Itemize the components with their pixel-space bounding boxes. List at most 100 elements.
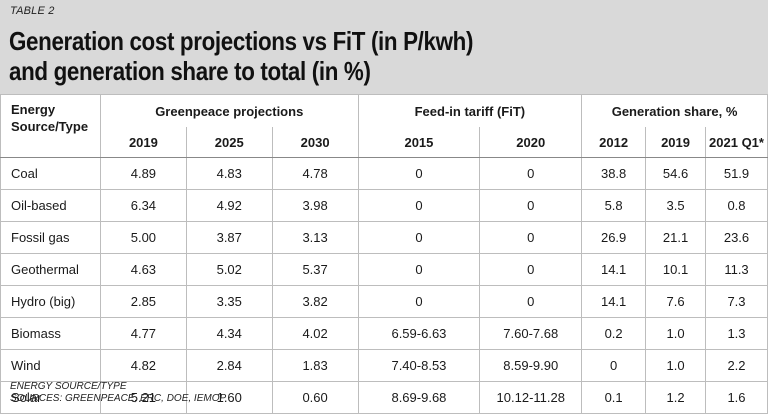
table-cell: 3.98 xyxy=(271,189,359,222)
table-cell: 2.2 xyxy=(705,349,768,382)
table-cell: 1.0 xyxy=(645,349,706,382)
table-title: Generation cost projections vs FiT (in P… xyxy=(9,26,473,86)
table-row: Oil-based 6.34 4.92 3.98 0 0 5.8 3.5 0.8 xyxy=(0,189,768,222)
row-energy-source: Oil-based xyxy=(0,189,101,222)
year-header: 2020 xyxy=(479,127,583,158)
table-cell: 3.35 xyxy=(185,285,273,318)
table-row: Wind 4.82 2.84 1.83 7.40-8.53 8.59-9.90 0 1.0 2.… xyxy=(0,349,768,382)
table-cell: 3.13 xyxy=(271,221,359,254)
table-label: TABLE 2 xyxy=(10,5,55,17)
table-cell: 0.1 xyxy=(581,381,647,414)
table-cell: 0 xyxy=(357,285,481,318)
table-cell: 3.82 xyxy=(271,285,359,318)
table-row: Fossil gas 5.00 3.87 3.13 0 0 26.9 21.1 23.6 xyxy=(0,221,768,254)
table-cell: 3.5 xyxy=(645,189,706,222)
year-header: 2019 xyxy=(99,127,187,158)
row-energy-source: Biomass xyxy=(0,317,101,350)
table-cell: 8.59-9.90 xyxy=(479,349,583,382)
table-cell: 11.3 xyxy=(705,253,768,286)
table-cell: 4.63 xyxy=(99,253,187,286)
table-row: Coal 4.89 4.83 4.78 0 0 38.8 54.6 51.9 xyxy=(0,157,768,190)
table-cell: 23.6 xyxy=(705,221,768,254)
table-cell: 26.9 xyxy=(581,221,647,254)
footnote-line-2: SOURCES: GREENPEACE, ERC, DOE, IEMOP xyxy=(10,393,227,404)
table-cell: 3.87 xyxy=(185,221,273,254)
table-cell: 0 xyxy=(479,189,583,222)
table-cell: 14.1 xyxy=(581,285,647,318)
table-cell: 0.60 xyxy=(271,381,359,414)
data-table: Energy Source/Type Greenpeace projection… xyxy=(0,94,768,414)
year-header: 2030 xyxy=(271,127,359,158)
table-cell: 6.34 xyxy=(99,189,187,222)
table-cell: 14.1 xyxy=(581,253,647,286)
table-cell: 7.60-7.68 xyxy=(479,317,583,350)
year-header: 2025 xyxy=(185,127,273,158)
table-cell: 1.3 xyxy=(705,317,768,350)
table-cell: 0.8 xyxy=(705,189,768,222)
group-header-generation-share: Generation share, % xyxy=(581,94,768,127)
table-cell: 4.82 xyxy=(99,349,187,382)
table-cell: 0 xyxy=(479,285,583,318)
table-cell: 7.6 xyxy=(645,285,706,318)
year-header: 2015 xyxy=(357,127,481,158)
table-cell: 1.2 xyxy=(645,381,706,414)
table-cell: 0 xyxy=(479,157,583,190)
table-cell: 4.34 xyxy=(185,317,273,350)
row-energy-source: Hydro (big) xyxy=(0,285,101,318)
year-header: 2021 Q1* xyxy=(705,127,768,158)
year-header: 2012 xyxy=(581,127,647,158)
table-cell: 7.3 xyxy=(705,285,768,318)
title-line-2: and generation share to total (in %) xyxy=(9,56,371,86)
table-cell: 4.77 xyxy=(99,317,187,350)
table-row: Solar 5.21 1.60 0.60 8.69-9.68 10.12-11.28 0.1… xyxy=(0,381,768,414)
table-cell: 4.78 xyxy=(271,157,359,190)
table-cell: 0.2 xyxy=(581,317,647,350)
table-cell: 54.6 xyxy=(645,157,706,190)
title-banner: TABLE 2 Generation cost projections vs F… xyxy=(0,0,768,94)
table-cell: 4.02 xyxy=(271,317,359,350)
table-cell: 4.89 xyxy=(99,157,187,190)
table-cell: 1.6 xyxy=(705,381,768,414)
table-cell: 0 xyxy=(357,157,481,190)
table-cell: 6.59-6.63 xyxy=(357,317,481,350)
table-cell: 5.37 xyxy=(271,253,359,286)
table-cell: 5.02 xyxy=(185,253,273,286)
table-body: Coal 4.89 4.83 4.78 0 0 38.8 54.6 51.9 Oil-based 6… xyxy=(0,157,768,414)
table-cell: 5.8 xyxy=(581,189,647,222)
table-cell: 38.8 xyxy=(581,157,647,190)
table-cell: 2.85 xyxy=(99,285,187,318)
table-cell: 1.60 xyxy=(185,381,273,414)
footnote-line-1: ENERGY SOURCE/TYPE xyxy=(10,381,127,392)
title-line-1: Generation cost projections vs FiT (in P… xyxy=(9,26,474,56)
source-header-line-2: Source/Type xyxy=(11,119,89,134)
table-cell: 21.1 xyxy=(645,221,706,254)
group-header-fit: Feed-in tariff (FiT) xyxy=(357,94,583,127)
table-cell: 0 xyxy=(479,253,583,286)
table-row: Hydro (big) 2.85 3.35 3.82 0 0 14.1 7.6 7.3 xyxy=(0,285,768,318)
table-cell: 4.83 xyxy=(185,157,273,190)
table-cell: 0 xyxy=(357,221,481,254)
table-row: Biomass 4.77 4.34 4.02 6.59-6.63 7.60-7.68 0.2… xyxy=(0,317,768,350)
table-cell: 1.83 xyxy=(271,349,359,382)
table-cell: 51.9 xyxy=(705,157,768,190)
table-cell: 10.12-11.28 xyxy=(479,381,583,414)
table-cell: 0 xyxy=(357,189,481,222)
footnote: ENERGY SOURCE/TYPE SOURCES: GREENPEACE, … xyxy=(10,381,226,405)
table-cell: 0 xyxy=(357,253,481,286)
table-cell: 7.40-8.53 xyxy=(357,349,481,382)
group-header-greenpeace: Greenpeace projections xyxy=(99,94,359,127)
table-cell: 1.0 xyxy=(645,317,706,350)
row-energy-source: Geothermal xyxy=(0,253,101,286)
source-header-line-1: Energy xyxy=(11,102,56,117)
table-cell: 0 xyxy=(479,221,583,254)
row-energy-source: Wind xyxy=(0,349,101,382)
source-type-header: Energy Source/Type xyxy=(0,94,101,158)
table-row: Geothermal 4.63 5.02 5.37 0 0 14.1 10.1 11.3 xyxy=(0,253,768,286)
table-cell: 0 xyxy=(581,349,647,382)
table-cell: 10.1 xyxy=(645,253,706,286)
year-header: 2019 xyxy=(645,127,706,158)
table-cell: 5.00 xyxy=(99,221,187,254)
row-energy-source: Coal xyxy=(0,157,101,190)
table-cell: 2.84 xyxy=(185,349,273,382)
